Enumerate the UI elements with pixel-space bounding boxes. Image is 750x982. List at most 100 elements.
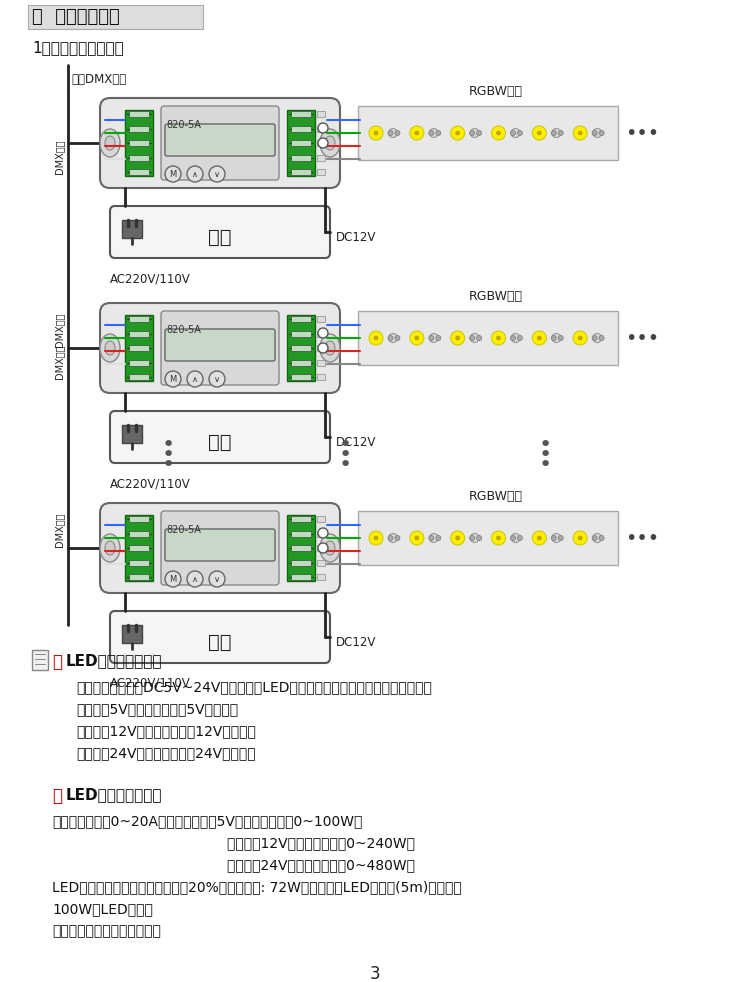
Bar (129, 169, 149, 175)
Bar (32, 650, 48, 670)
Ellipse shape (532, 531, 546, 545)
Ellipse shape (187, 166, 203, 182)
Bar (317, 359, 325, 365)
Text: 工作电压24V的灯具，请输入24V的电源。: 工作电压24V的灯具，请输入24V的电源。 (76, 746, 256, 760)
Bar (317, 545, 325, 551)
Ellipse shape (395, 131, 400, 136)
Ellipse shape (318, 328, 328, 338)
Ellipse shape (209, 571, 225, 587)
Bar (317, 560, 325, 566)
Ellipse shape (599, 336, 604, 341)
Ellipse shape (491, 126, 506, 140)
Text: •: • (538, 435, 551, 455)
Bar (287, 515, 315, 581)
Ellipse shape (318, 543, 328, 553)
Bar (129, 574, 149, 580)
Bar (291, 111, 311, 117)
Ellipse shape (187, 371, 203, 387)
Ellipse shape (558, 131, 563, 136)
Ellipse shape (209, 371, 225, 387)
Ellipse shape (532, 331, 546, 345)
Text: 电源: 电源 (209, 228, 232, 246)
Ellipse shape (429, 535, 433, 540)
Ellipse shape (496, 131, 500, 135)
Bar (317, 530, 325, 536)
Bar (129, 140, 149, 146)
Ellipse shape (320, 334, 340, 362)
FancyBboxPatch shape (161, 511, 279, 585)
FancyBboxPatch shape (161, 311, 279, 385)
Bar (317, 316, 325, 322)
Ellipse shape (573, 331, 587, 345)
Ellipse shape (415, 131, 419, 135)
Ellipse shape (105, 136, 115, 150)
Bar (291, 331, 311, 337)
Ellipse shape (470, 131, 475, 136)
Ellipse shape (592, 334, 602, 343)
Bar (125, 315, 153, 381)
Ellipse shape (325, 136, 335, 150)
Ellipse shape (551, 336, 556, 341)
Ellipse shape (511, 336, 515, 341)
Ellipse shape (470, 535, 475, 540)
Text: RGBW灯条: RGBW灯条 (469, 85, 523, 98)
Text: ∨: ∨ (214, 574, 220, 583)
Bar (317, 154, 325, 160)
Text: 功率选择原则：可大不可小。: 功率选择原则：可大不可小。 (52, 924, 160, 938)
Ellipse shape (318, 343, 328, 353)
Bar (125, 515, 153, 581)
Text: •••: ••• (625, 329, 659, 348)
Text: 电源: 电源 (209, 432, 232, 452)
Bar (291, 316, 311, 322)
Ellipse shape (388, 129, 398, 137)
Bar (317, 574, 325, 580)
Ellipse shape (456, 536, 460, 540)
Ellipse shape (209, 166, 225, 182)
Ellipse shape (558, 336, 563, 341)
Text: ＊: ＊ (52, 653, 62, 671)
Ellipse shape (518, 336, 523, 341)
Ellipse shape (187, 571, 203, 587)
Bar (358, 511, 618, 565)
Ellipse shape (578, 131, 582, 135)
Ellipse shape (551, 535, 556, 540)
Ellipse shape (552, 533, 561, 542)
Text: AC220V/110V: AC220V/110V (110, 477, 190, 490)
Text: 工作电压5V的灯具，请输入5V的电源；: 工作电压5V的灯具，请输入5V的电源； (76, 702, 238, 716)
Bar (291, 574, 311, 580)
Text: LED电源功率选择：: LED电源功率选择： (66, 787, 163, 802)
Ellipse shape (592, 535, 597, 540)
FancyBboxPatch shape (110, 611, 330, 663)
FancyBboxPatch shape (100, 503, 340, 593)
Bar (291, 169, 311, 175)
Text: 工作电压24V的灯具，可负载0~480W。: 工作电压24V的灯具，可负载0~480W。 (52, 858, 415, 872)
Bar (129, 516, 149, 522)
Text: AC220V/110V: AC220V/110V (110, 272, 190, 285)
Bar (317, 169, 325, 175)
Bar (317, 345, 325, 351)
Bar (358, 311, 618, 365)
Ellipse shape (325, 341, 335, 355)
Ellipse shape (573, 126, 587, 140)
Ellipse shape (374, 131, 378, 135)
Text: 工作电压12V的灯具，请输入12V的电源；: 工作电压12V的灯具，请输入12V的电源； (76, 724, 256, 738)
Ellipse shape (456, 131, 460, 135)
Ellipse shape (592, 533, 602, 542)
Ellipse shape (374, 336, 378, 340)
Ellipse shape (429, 533, 438, 542)
Bar (129, 374, 149, 380)
Bar (291, 560, 311, 566)
Bar (291, 374, 311, 380)
Ellipse shape (374, 536, 378, 540)
Text: 1、多台工作连接图：: 1、多台工作连接图： (32, 40, 124, 55)
Text: AC220V/110V: AC220V/110V (110, 677, 190, 690)
Text: ＊: ＊ (52, 787, 62, 805)
Ellipse shape (599, 535, 604, 540)
Ellipse shape (410, 126, 424, 140)
Ellipse shape (518, 535, 523, 540)
Ellipse shape (369, 126, 383, 140)
Text: •••: ••• (625, 124, 659, 142)
Bar (317, 331, 325, 337)
Ellipse shape (318, 123, 328, 133)
FancyBboxPatch shape (100, 303, 340, 393)
